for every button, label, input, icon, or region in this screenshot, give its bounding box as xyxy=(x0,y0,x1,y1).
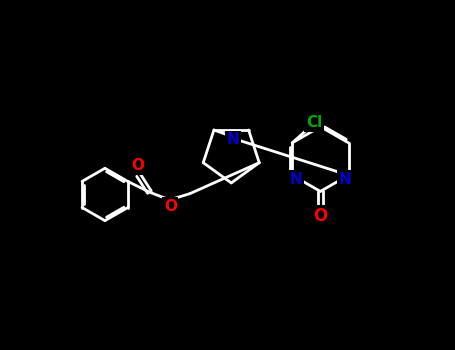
Text: N: N xyxy=(290,172,303,187)
Text: N: N xyxy=(339,172,351,187)
Text: Cl: Cl xyxy=(306,116,322,130)
Text: N: N xyxy=(227,133,240,147)
Text: O: O xyxy=(313,207,328,225)
Text: O: O xyxy=(131,159,144,174)
Text: O: O xyxy=(164,198,177,214)
